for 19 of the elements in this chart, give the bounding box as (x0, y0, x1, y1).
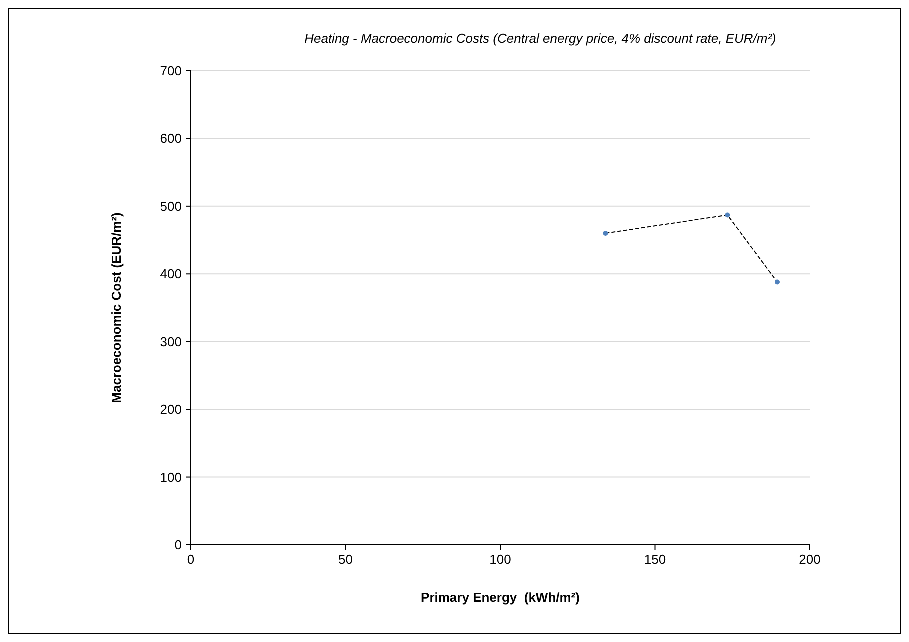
y-tick-label: 400 (160, 266, 182, 282)
y-tick-label: 700 (160, 64, 182, 78)
point (725, 212, 730, 218)
y-tick-label: 200 (160, 402, 182, 418)
x-tick-label: 0 (187, 552, 195, 567)
y-tick-label: 500 (160, 198, 182, 214)
x-tick-label: 50 (338, 552, 353, 567)
chart-title: Heating - Macroeconomic Costs (Central energy price, 4% discount rate, EUR/m²) (304, 31, 776, 46)
y-tick-label: 100 (160, 470, 182, 485)
y-axis-title: Macroeconomic Cost (EUR/m²) (109, 212, 124, 404)
point (603, 231, 608, 236)
y-tick-label: 300 (160, 334, 182, 350)
x-axis-title: Primary Energy (kWh/m²) (421, 590, 580, 605)
point (775, 280, 780, 285)
x-tick-label: 150 (644, 552, 666, 567)
y-tick-label: 600 (160, 131, 182, 146)
x-tick-label: 100 (490, 552, 512, 567)
x-tick-label: 200 (799, 552, 821, 567)
y-tick-label: 0 (174, 538, 182, 552)
